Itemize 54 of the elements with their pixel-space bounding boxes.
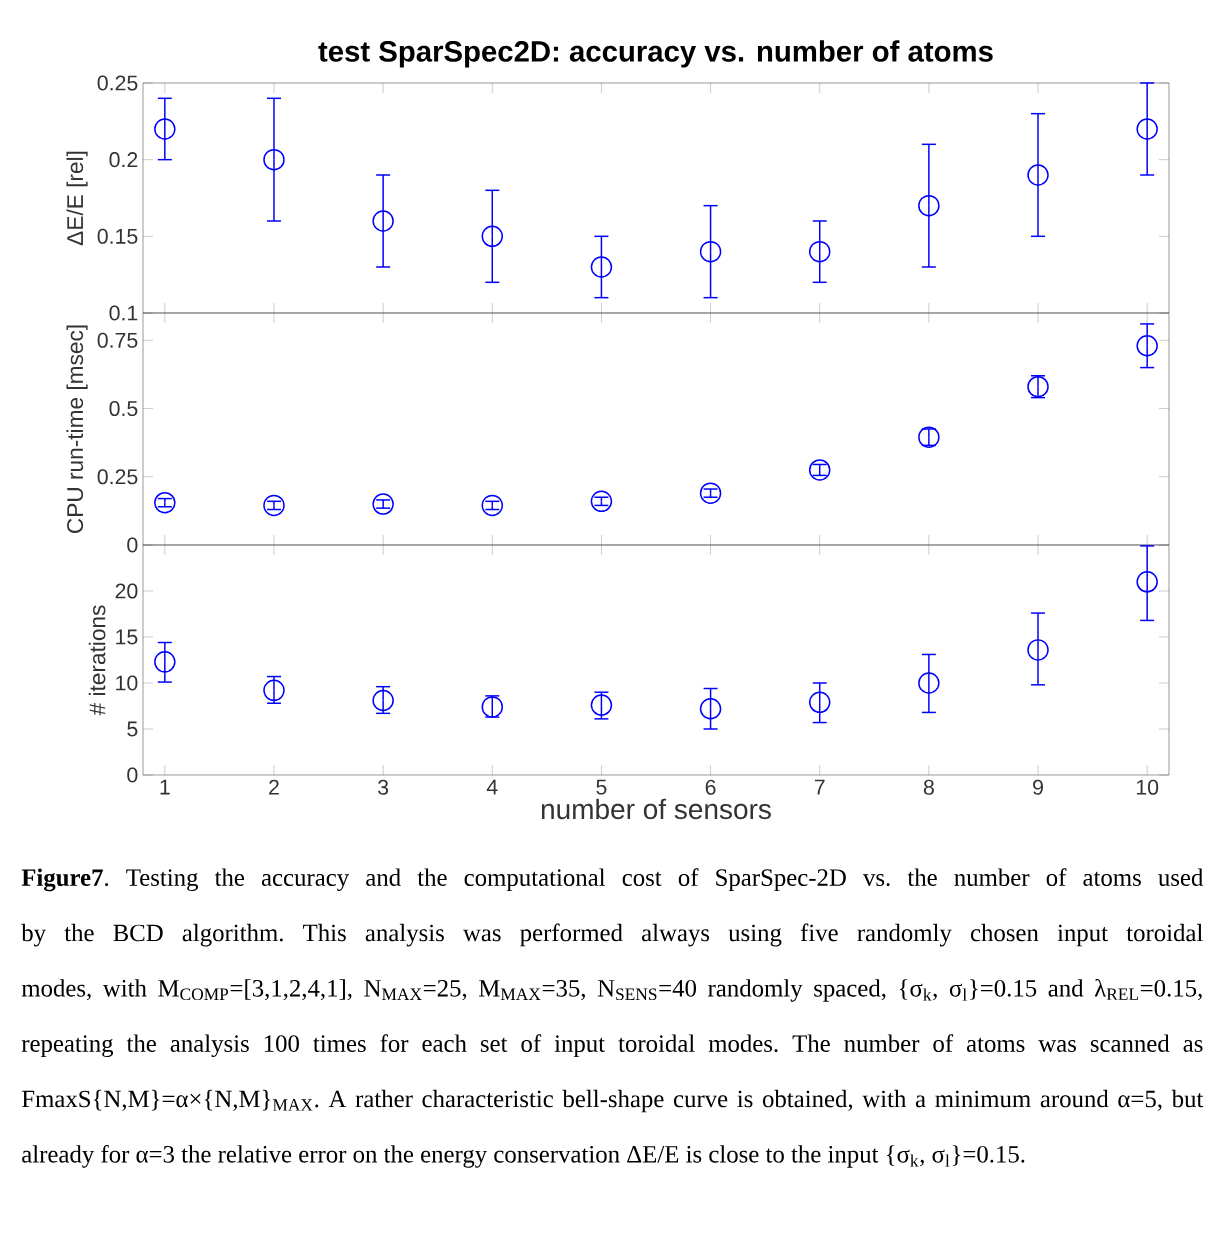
point — [918, 672, 940, 694]
y-tick-label: 0.75 — [97, 332, 138, 348]
point — [263, 494, 285, 517]
y-tick-label: 0.1 — [109, 305, 138, 321]
x-tick-label: 4 — [486, 779, 498, 795]
x-tick-label: 3 — [378, 779, 389, 795]
y-axis-title: # iterations — [88, 605, 106, 716]
point — [1027, 639, 1049, 661]
point — [263, 679, 285, 702]
y-tick-label: 20 — [115, 583, 138, 599]
x-tick-label: 6 — [705, 779, 716, 795]
point — [1136, 118, 1158, 140]
y-tick-label: 0.25 — [97, 75, 138, 91]
y-tick-label: 0.5 — [109, 400, 138, 417]
point — [154, 651, 176, 673]
point — [481, 225, 504, 248]
y-tick-label: 0 — [127, 537, 138, 553]
point — [699, 482, 722, 504]
y-tick-label: 0 — [127, 767, 138, 783]
point — [154, 491, 176, 514]
x-tick-label: 7 — [814, 779, 825, 795]
y-tick-label: 0.25 — [97, 469, 138, 485]
point — [1136, 335, 1158, 357]
y-tick-label: 0.15 — [97, 228, 138, 244]
point — [808, 691, 831, 714]
point — [699, 240, 722, 263]
x-tick-label: 5 — [596, 779, 607, 795]
point — [481, 494, 504, 517]
y-axis-title: ΔE/E [rel] — [66, 151, 88, 246]
point — [590, 490, 613, 513]
point — [372, 210, 394, 232]
point — [808, 240, 831, 263]
point — [590, 694, 613, 716]
y-tick-label: 0.2 — [109, 152, 138, 168]
point — [699, 698, 722, 720]
x-tick-label: 9 — [1033, 779, 1043, 795]
x-tick-label: 2 — [269, 779, 279, 795]
x-tick-label: 10 — [1136, 779, 1159, 795]
point — [590, 256, 613, 278]
point — [1136, 571, 1158, 593]
y-axis-title: CPU run-time [msec] — [66, 325, 88, 534]
x-axis-title: number of sensors — [541, 798, 771, 820]
y-tick-label: 15 — [116, 629, 138, 645]
x-tick-label: 1 — [160, 779, 170, 795]
chart-title: test SparSpec2D: accuracy vs. number of atoms — [318, 40, 993, 68]
text: Figure7. Testing the accuracy and the computational cost of SparSpec-2D vs. the number of atoms used by the BCD algorithm. This analysis was performed always using five randomly chosen input toroidal modes, with M$_{COMP}$=[3,1,2,4,1], N$_{MAX}$=25, M$_{MAX}$=35, N$_{SENS}$=40 randomly spaced, {σ$_{k}$, σ$_{l}$}=0.15 and λ$_{REL}$=0.15, repeating the analysis 100 times for each set of input toroidal modes. The number of atoms was scanned as FmaxS{N,M}=α×{N,M}$_{MAX}$. A rather characteristic bell-shape curve is obtained, with a minimum around α=5, but already for α=3 the relative error on the energy conservation ΔE/E is close to the input {σ$_{k}$, σ$_{l}$}=0.15. — [21, 868, 1204, 1168]
y-tick-label: 5 — [127, 721, 138, 737]
x-tick-label: 8 — [923, 779, 934, 795]
point — [154, 118, 176, 140]
y-tick-label: 10 — [116, 675, 138, 691]
point — [372, 493, 394, 515]
point — [918, 194, 940, 217]
point — [263, 148, 285, 171]
point — [1027, 164, 1049, 186]
